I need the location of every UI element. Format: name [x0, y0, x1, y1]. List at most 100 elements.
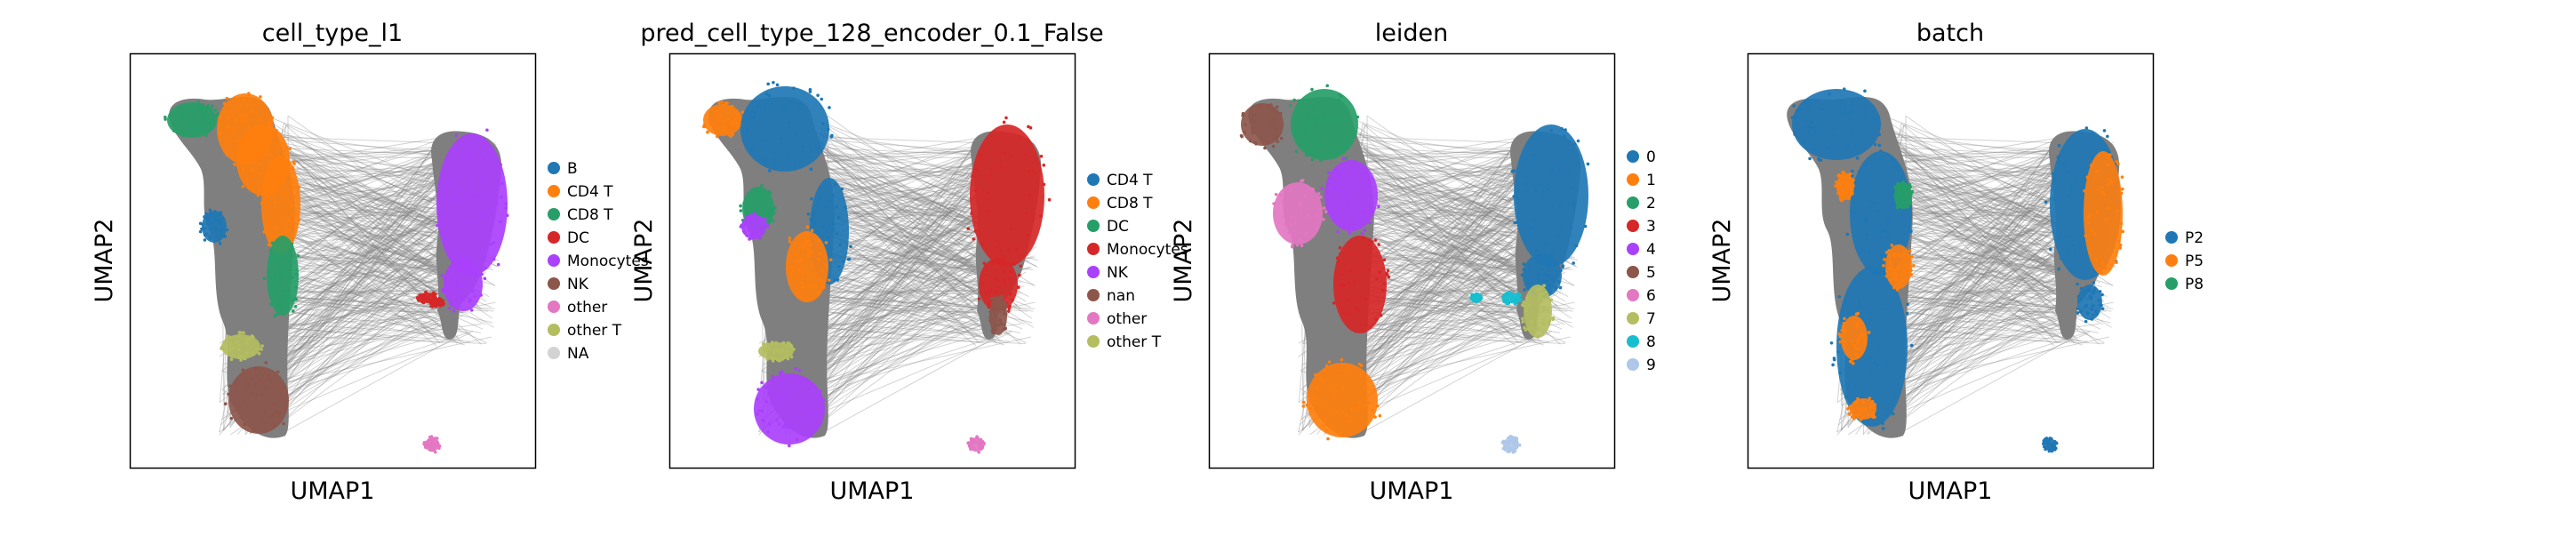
legend-item: other T: [1087, 333, 1162, 351]
legend-item: 5: [1627, 264, 1656, 282]
legend-marker: [1627, 335, 1639, 348]
legend-label: NK: [1107, 264, 1129, 282]
y-axis-label: UMAP2: [630, 219, 658, 303]
legend-item: 6: [1627, 287, 1656, 305]
cluster-9: [1501, 435, 1522, 454]
legend-item: 4: [1627, 241, 1656, 259]
umap-panel-2: pred_cell_type_128_encoder_0.1_FalseUMAP…: [630, 20, 1188, 505]
legend-label: B: [567, 160, 578, 178]
x-axis-label: UMAP1: [830, 477, 915, 505]
legend-marker: [1087, 312, 1100, 325]
scatter-area: [1787, 87, 2124, 453]
legend-label: other T: [567, 322, 622, 340]
legend-label: NA: [567, 345, 589, 363]
legend-label: CD8 T: [567, 206, 613, 224]
legend-item: NK: [548, 276, 589, 293]
legend-marker: [1627, 243, 1639, 255]
legend-marker: [1087, 220, 1100, 232]
legend-marker: [548, 231, 560, 244]
legend-marker: [1627, 150, 1639, 163]
cluster-other: [966, 435, 985, 453]
legend-marker: [548, 208, 560, 220]
legend-label: P2: [2185, 229, 2204, 247]
y-axis-label: UMAP2: [1170, 219, 1197, 303]
legend-label: 3: [1646, 218, 1656, 236]
legend-marker: [1087, 196, 1100, 209]
scatter-area: [1240, 84, 1589, 454]
legend-label: 4: [1646, 241, 1656, 259]
legend-label: 1: [1646, 172, 1656, 189]
legend-item: nan: [1087, 287, 1135, 305]
legend-marker: [1627, 196, 1639, 209]
legend-marker: [1087, 335, 1100, 348]
legend-item: CD4 T: [548, 183, 613, 201]
legend-item: 3: [1627, 218, 1656, 236]
legend-marker: [548, 301, 560, 313]
legend-item: CD4 T: [1087, 172, 1153, 189]
plot-title: batch: [1916, 20, 1984, 47]
legend-label: 5: [1646, 264, 1656, 282]
cluster-other: [422, 435, 441, 453]
legend-marker: [548, 324, 560, 336]
legend-item: 1: [1627, 172, 1656, 189]
legend-marker: [1087, 266, 1100, 278]
legend-label: DC: [567, 229, 589, 247]
legend-marker: [548, 347, 560, 359]
legend-label: other: [567, 299, 607, 317]
legend-label: NK: [567, 276, 589, 293]
plot-title: cell_type_l1: [262, 20, 403, 47]
legend-item: P8: [2165, 276, 2204, 293]
y-axis-label: UMAP2: [91, 219, 118, 303]
legend-marker: [548, 162, 560, 174]
legend-label: nan: [1107, 287, 1135, 305]
legend-marker: [1627, 220, 1639, 232]
cluster-5: [1240, 103, 1284, 149]
legend-item: other: [1087, 310, 1147, 328]
legend-item: other: [548, 299, 607, 317]
y-axis-label: UMAP2: [1708, 219, 1736, 303]
cluster-p2: [2076, 281, 2105, 323]
legend-item: CD8 T: [1087, 195, 1153, 212]
legend-item: NA: [548, 345, 589, 363]
legend-item: B: [548, 160, 578, 178]
legend: P2 P5 P8: [2165, 229, 2204, 293]
legend-item: DC: [1087, 218, 1129, 236]
scatter-area: [702, 81, 1051, 453]
legend-item: P5: [2165, 252, 2204, 270]
legend-label: 9: [1646, 357, 1656, 374]
scatter-area: [164, 92, 509, 453]
legend-marker: [1627, 289, 1639, 301]
legend-marker: [548, 277, 560, 290]
legend-marker: [548, 254, 560, 267]
legend-marker: [1627, 266, 1639, 278]
x-axis-label: UMAP1: [291, 477, 375, 505]
legend-label: DC: [1107, 218, 1129, 236]
legend-label: 8: [1646, 333, 1656, 351]
cluster-p8: [1893, 180, 1914, 209]
legend-label: other: [1107, 310, 1147, 328]
legend-marker: [1087, 243, 1100, 255]
legend-label: 7: [1646, 310, 1656, 328]
plot-title: leiden: [1375, 20, 1448, 47]
legend-item: NK: [1087, 264, 1129, 282]
legend-marker: [548, 185, 560, 197]
legend-item: P2: [2165, 229, 2204, 247]
legend-item: 7: [1627, 310, 1656, 328]
legend-marker: [1627, 173, 1639, 186]
legend-marker: [1087, 173, 1100, 186]
legend-item: 2: [1627, 195, 1656, 212]
legend-marker: [1087, 289, 1100, 301]
legend-marker: [2165, 231, 2178, 244]
legend-label: 2: [1646, 195, 1656, 212]
legend-item: 9: [1627, 357, 1656, 374]
legend-label: CD4 T: [1107, 172, 1153, 189]
legend-marker: [2165, 277, 2178, 290]
legend-label: other T: [1107, 333, 1162, 351]
legend-marker: [1627, 358, 1639, 371]
legend-label: 6: [1646, 287, 1656, 305]
